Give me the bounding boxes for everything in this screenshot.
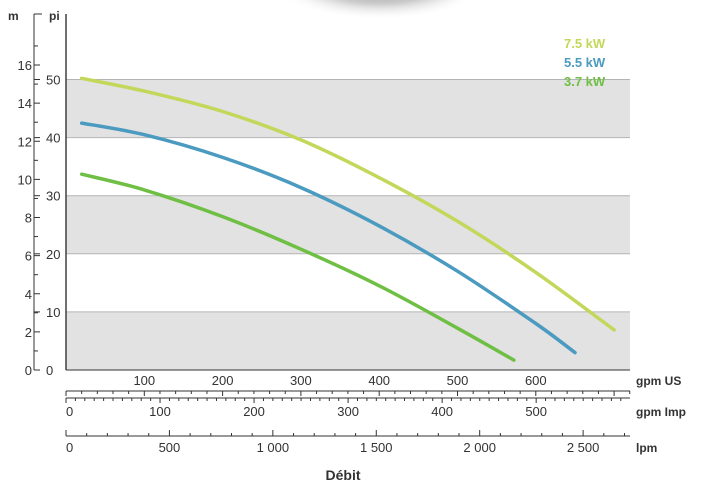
x-axis-unit: gpm US: [636, 374, 681, 388]
series-line-3-7-kW: [79, 172, 516, 362]
x-tick-label: 200: [243, 404, 265, 419]
x-tick-label: 300: [290, 373, 312, 388]
x-axes: 100 200 300 400 500 600 gpm US 0 100 200 300 400 500…: [65, 369, 686, 455]
pi-tick-label: 20: [46, 247, 60, 262]
corner-shadow-decoration: [284, 0, 476, 20]
m-tick-label: 0: [25, 363, 32, 378]
series-lines: [79, 76, 616, 362]
grey-band: [66, 311, 630, 370]
legend-entry: 7.5 kW: [564, 36, 606, 51]
m-tick-label: 12: [18, 134, 32, 149]
pi-tick-label: 0: [46, 363, 53, 378]
y-axes: m pi 0 10 20 30 40 50 0 2 4 6 8 10 12 14 16: [8, 9, 67, 378]
series-line-7-5-kW: [79, 76, 616, 332]
x-tick-label: 200: [212, 373, 234, 388]
right-axis-unit: pi: [49, 9, 60, 23]
x-tick-label: 1 500: [360, 440, 393, 455]
x-axis-unit: gpm Imp: [636, 405, 686, 419]
pi-tick-label: 30: [46, 189, 60, 204]
x-tick-label: 100: [133, 373, 155, 388]
x-tick-label: 0: [66, 404, 73, 419]
x-tick-label: 400: [431, 404, 453, 419]
x-axis-label: Débit: [326, 467, 361, 483]
x-tick-label: 2 500: [567, 440, 600, 455]
left-axis-unit: m: [8, 9, 19, 23]
x-tick-label: 500: [525, 404, 547, 419]
grey-band: [66, 195, 630, 254]
pi-tick-label: 10: [46, 305, 60, 320]
legend-entry: 3.7 kW: [564, 74, 606, 89]
x-tick-label: 0: [66, 440, 73, 455]
x-tick-label: 100: [149, 404, 171, 419]
x-tick-label: 600: [525, 373, 547, 388]
x-tick-label: 500: [447, 373, 469, 388]
x-tick-label: 1 000: [257, 440, 290, 455]
pi-tick-label: 40: [46, 131, 60, 146]
x-tick-label: 500: [159, 440, 181, 455]
legend-entry: 5.5 kW: [564, 55, 606, 70]
plot-bands: [66, 79, 630, 370]
x-axis-unit: lpm: [636, 441, 657, 455]
x-tick-label: 300: [337, 404, 359, 419]
x-tick-label: 2 000: [463, 440, 496, 455]
pi-tick-label: 50: [46, 73, 60, 88]
legend: 7.5 kW 5.5 kW 3.7 kW: [564, 36, 606, 89]
m-tick-label: 2: [25, 325, 32, 340]
m-tick-label: 4: [25, 287, 32, 302]
m-tick-label: 10: [18, 172, 32, 187]
x-tick-label: 400: [368, 373, 390, 388]
grey-band: [66, 79, 630, 138]
m-tick-label: 8: [25, 211, 32, 226]
m-tick-label: 14: [18, 96, 32, 111]
series-line-5-5-kW: [79, 121, 577, 355]
m-tick-label: 6: [25, 249, 32, 264]
m-tick-label: 16: [18, 58, 32, 73]
